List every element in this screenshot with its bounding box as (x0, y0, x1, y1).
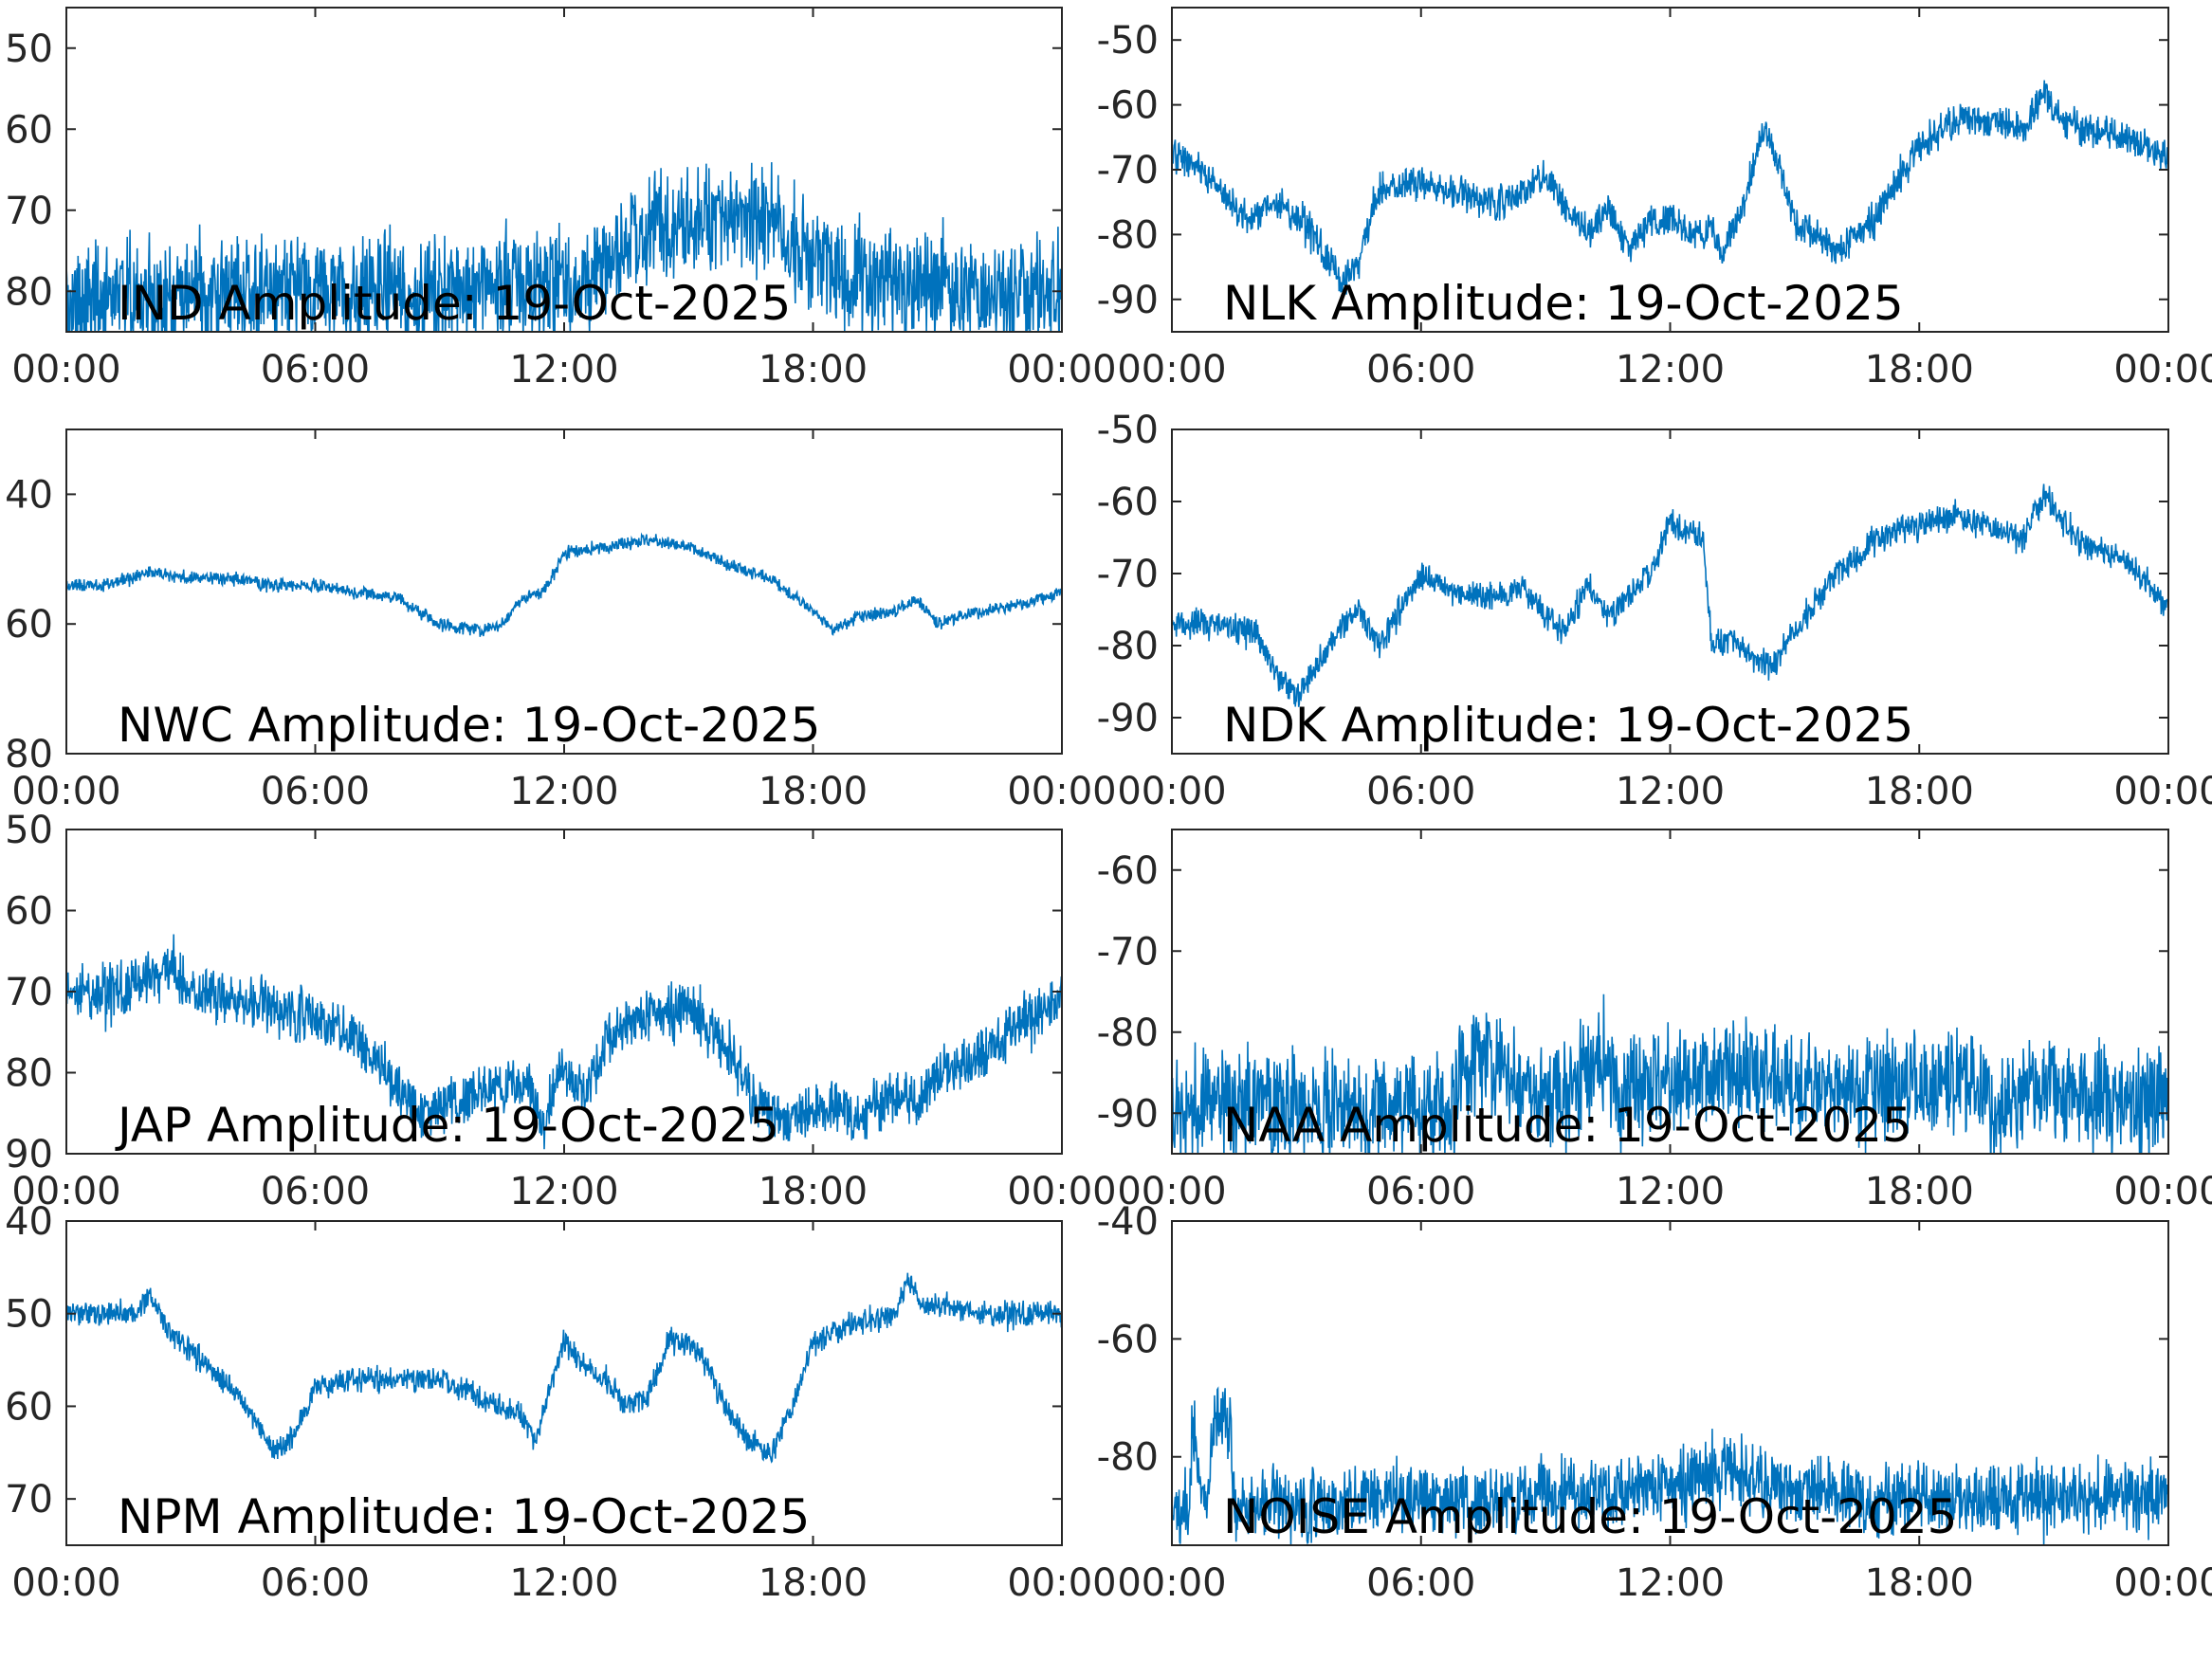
y-tick-label: -90 (1097, 279, 1159, 322)
y-tick-label: -60 (1097, 84, 1159, 128)
x-tick-label: 12:00 (509, 1561, 618, 1605)
y-tick-label: -50 (1097, 19, 1159, 63)
y-tick-label: -70 (1097, 149, 1159, 192)
panel-8: 00:00 06:00 12:00 18:00 00:00 -80 -60 -40 NOISE … (1097, 1200, 2212, 1605)
x-tick-label: 00:00 (2113, 1561, 2212, 1605)
x-tick-label: 06:00 (261, 770, 370, 813)
x-tick-label: 06:00 (1366, 348, 1475, 392)
panel-title: NAA Amplitude: 19-Oct-2025 (1223, 1098, 1912, 1153)
series-line (1172, 994, 2168, 1154)
y-tick-label: -80 (1097, 1436, 1159, 1480)
y-tick-label: 60 (5, 108, 53, 152)
x-tick-label: 18:00 (1865, 770, 1974, 813)
y-tick-label: 80 (5, 733, 53, 776)
x-tick-label: 18:00 (759, 1170, 868, 1213)
y-tick-label: -80 (1097, 1012, 1159, 1055)
y-tick-label: -70 (1097, 930, 1159, 974)
x-tick-label: 00:00 (2113, 1170, 2212, 1213)
series-line (1172, 483, 2168, 707)
series-line (1172, 1386, 2168, 1545)
panel-7: 00:00 06:00 12:00 18:00 00:00 70 60 50 40 NPM Amp… (5, 1200, 1117, 1605)
x-tick-label: 00:00 (1007, 770, 1116, 813)
x-tick-label: 12:00 (509, 770, 618, 813)
y-tick-label: 50 (5, 1293, 53, 1337)
x-tick-label: 12:00 (1616, 1561, 1725, 1605)
y-tick-label: 80 (5, 270, 53, 314)
y-tick-label: -80 (1097, 213, 1159, 257)
x-tick-label: 00:00 (1117, 770, 1226, 813)
x-tick-label: 06:00 (1366, 1170, 1475, 1213)
x-tick-label: 06:00 (261, 348, 370, 392)
panel-title: IND Amplitude: 19-Oct-2025 (118, 276, 791, 331)
panel-4: 00:00 06:00 12:00 18:00 00:00 -90 -80 -70 -60 -50… (1097, 409, 2212, 813)
x-tick-label: 00:00 (1117, 1170, 1226, 1213)
panel-2: 00:00 06:00 12:00 18:00 00:00 -90 -80 -70 -60 -50… (1097, 7, 2212, 392)
x-tick-label: 18:00 (1865, 1561, 1974, 1605)
x-tick-label: 18:00 (759, 348, 868, 392)
x-tick-label: 12:00 (509, 348, 618, 392)
panel-title: NWC Amplitude: 19-Oct-2025 (118, 698, 820, 753)
series-line (66, 1272, 1062, 1464)
series-line (66, 162, 1062, 332)
y-tick-label: 90 (5, 1133, 53, 1176)
series-line (66, 934, 1062, 1150)
y-tick-label: -60 (1097, 481, 1159, 524)
x-tick-label: 00:00 (1007, 1561, 1116, 1605)
x-tick-label: 18:00 (759, 770, 868, 813)
x-tick-label: 06:00 (1366, 770, 1475, 813)
x-tick-label: 12:00 (1616, 348, 1725, 392)
y-tick-label: 80 (5, 1052, 53, 1096)
series-line (1172, 80, 2168, 295)
x-tick-label: 12:00 (1616, 770, 1725, 813)
y-tick-label: 40 (5, 1200, 53, 1244)
y-tick-label: -90 (1097, 697, 1159, 740)
x-tick-label: 00:00 (11, 348, 120, 392)
y-tick-label: 50 (5, 27, 53, 71)
x-tick-label: 06:00 (261, 1170, 370, 1213)
x-tick-label: 00:00 (11, 1170, 120, 1213)
x-tick-label: 00:00 (11, 1561, 120, 1605)
x-tick-label: 00:00 (1007, 348, 1116, 392)
y-tick-label: 60 (5, 603, 53, 647)
y-tick-label: 70 (5, 1478, 53, 1522)
y-tick-label: -50 (1097, 409, 1159, 452)
x-tick-label: 18:00 (1865, 348, 1974, 392)
x-tick-label: 00:00 (2113, 770, 2212, 813)
x-tick-label: 00:00 (1007, 1170, 1116, 1213)
x-tick-label: 06:00 (1366, 1561, 1475, 1605)
x-tick-label: 18:00 (1865, 1170, 1974, 1213)
y-tick-label: 40 (5, 473, 53, 517)
y-tick-label: 60 (5, 1385, 53, 1429)
panel-1: 00:00 06:00 12:00 18:00 00:00 80 70 60 50 IND Amp… (5, 7, 1117, 392)
y-tick-label: -60 (1097, 1318, 1159, 1361)
panel-title: NLK Amplitude: 19-Oct-2025 (1223, 276, 1904, 331)
x-tick-label: 00:00 (2113, 348, 2212, 392)
y-tick-label: 70 (5, 190, 53, 233)
y-tick-label: 50 (5, 809, 53, 852)
x-tick-label: 12:00 (509, 1170, 618, 1213)
panel-title: NOISE Amplitude: 19-Oct-2025 (1223, 1489, 1958, 1544)
y-tick-label: -40 (1097, 1200, 1159, 1244)
panel-title: JAP Amplitude: 19-Oct-2025 (115, 1098, 779, 1153)
panel-title: NPM Amplitude: 19-Oct-2025 (118, 1489, 810, 1544)
x-tick-label: 12:00 (1616, 1170, 1725, 1213)
x-tick-label: 00:00 (11, 770, 120, 813)
y-tick-label: -70 (1097, 553, 1159, 596)
panel-title: NDK Amplitude: 19-Oct-2025 (1223, 698, 1913, 753)
y-tick-label: 70 (5, 971, 53, 1014)
x-tick-label: 00:00 (1117, 1561, 1226, 1605)
x-tick-label: 00:00 (1117, 348, 1226, 392)
x-tick-label: 18:00 (759, 1561, 868, 1605)
series-line (66, 532, 1062, 637)
y-tick-label: 60 (5, 890, 53, 934)
x-tick-label: 06:00 (261, 1561, 370, 1605)
y-tick-label: -90 (1097, 1092, 1159, 1136)
y-tick-label: -60 (1097, 849, 1159, 893)
panel-6: 00:00 06:00 12:00 18:00 00:00 -90 -80 -70 -60 NAA… (1097, 829, 2212, 1213)
y-tick-label: -80 (1097, 625, 1159, 668)
